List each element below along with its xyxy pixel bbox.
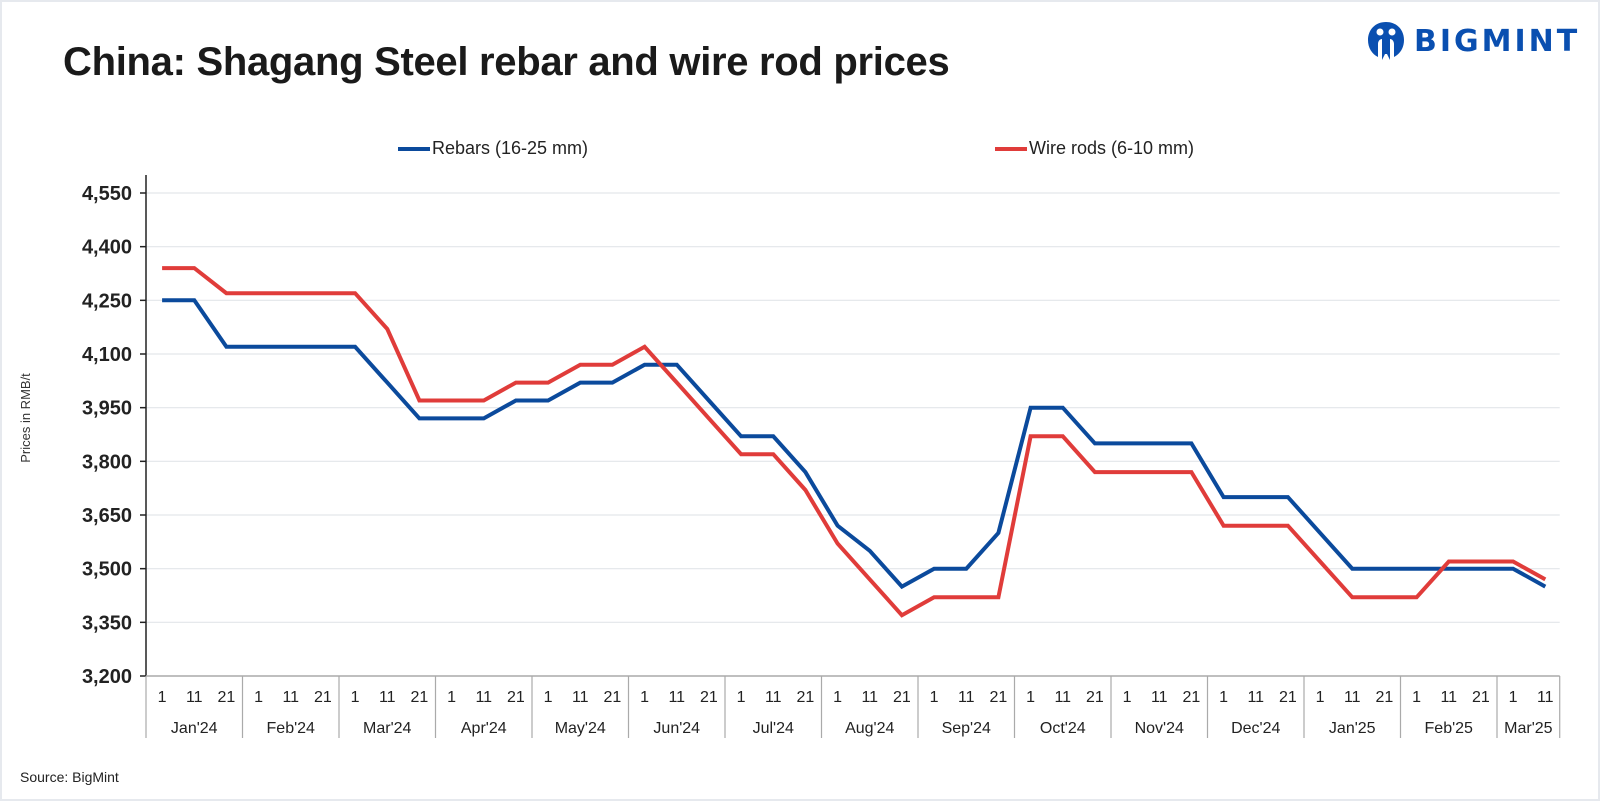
- x-tick-label: 11: [186, 689, 203, 706]
- month-label: Aug'24: [845, 720, 894, 737]
- bigmint-logo-icon: [1368, 22, 1404, 60]
- x-tick-label: 1: [930, 689, 939, 706]
- x-tick-label: 21: [218, 689, 236, 706]
- x-tick-label: 11: [1247, 689, 1264, 706]
- x-tick-label: 21: [507, 689, 525, 706]
- x-tick-label: 1: [640, 689, 649, 706]
- x-tick-label: 11: [1151, 689, 1168, 706]
- month-label: Nov'24: [1135, 720, 1184, 737]
- month-label: Jan'24: [171, 720, 218, 737]
- y-tick-label: 3,950: [82, 398, 132, 420]
- x-tick-label: 1: [833, 689, 842, 706]
- x-tick-label: 21: [990, 689, 1008, 706]
- x-tick-label: 21: [700, 689, 718, 706]
- x-tick-label: 21: [797, 689, 815, 706]
- bigmint-logo: BIGMINT: [1366, 20, 1580, 62]
- bigmint-logo-text: BIGMINT: [1414, 23, 1581, 59]
- x-tick-label: 11: [1344, 689, 1361, 706]
- legend-label-rebars: Rebars (16-25 mm): [432, 138, 589, 158]
- y-tick-label: 3,350: [82, 612, 132, 634]
- month-label: Dec'24: [1231, 720, 1280, 737]
- x-tick-label: 1: [1316, 689, 1325, 706]
- x-tick-label: 11: [379, 689, 396, 706]
- y-tick-label: 4,550: [82, 183, 132, 205]
- month-label: Sep'24: [942, 720, 991, 737]
- x-tick-label: 1: [737, 689, 746, 706]
- x-tick-label: 1: [1509, 689, 1518, 706]
- month-label: Apr'24: [461, 720, 507, 737]
- x-tick-label: 11: [572, 689, 589, 706]
- x-tick-label: 1: [544, 689, 553, 706]
- wire-rods-series-line: [162, 266, 1547, 618]
- x-tick-label: 1: [1412, 689, 1421, 706]
- y-tick-label: 4,250: [82, 290, 132, 312]
- x-tick-label: 11: [668, 689, 685, 706]
- month-label: Feb'24: [267, 720, 316, 737]
- x-tick-label: 11: [282, 689, 299, 706]
- x-tick-label: 11: [958, 689, 975, 706]
- x-tick-label: 21: [314, 689, 332, 706]
- y-axis: 3,200 3,350 3,500 3,650 3,800 3,950 4,100 4,250…: [82, 175, 147, 688]
- x-tick-label: 21: [1086, 689, 1104, 706]
- x-tick-label: 1: [1123, 689, 1132, 706]
- chart-title: China: Shagang Steel rebar and wire rod …: [63, 40, 950, 84]
- month-label: Jul'24: [753, 720, 794, 737]
- y-tick-label: 4,400: [82, 237, 132, 259]
- rebars-series-line: [162, 298, 1547, 590]
- y-axis-label: Prices in RMB/t: [18, 373, 33, 463]
- x-tick-label: 1: [254, 689, 263, 706]
- x-tick-label: 21: [1472, 689, 1490, 706]
- y-tick-label: 3,500: [82, 559, 132, 581]
- y-tick-label: 3,800: [82, 451, 132, 473]
- legend-item-wire-rods[interactable]: Wire rods (6-10 mm): [995, 138, 1194, 159]
- x-tick-label: 11: [861, 689, 878, 706]
- month-label: Jun'24: [653, 720, 700, 737]
- x-tick-label: 21: [604, 689, 622, 706]
- x-tick-label: 1: [1219, 689, 1228, 706]
- x-tick-label: 11: [1440, 689, 1457, 706]
- x-tick-label: 1: [351, 689, 360, 706]
- y-tick-label: 3,200: [82, 666, 132, 688]
- x-tick-label: 1: [158, 689, 167, 706]
- source-note: Source: BigMint: [20, 769, 119, 785]
- x-tick-label: 21: [1376, 689, 1394, 706]
- x-tick-label: 1: [1026, 689, 1035, 706]
- month-label: May'24: [555, 720, 606, 737]
- month-label: Oct'24: [1040, 720, 1086, 737]
- legend-label-wire-rods: Wire rods (6-10 mm): [1029, 138, 1195, 158]
- x-tick-label: 21: [1279, 689, 1297, 706]
- legend-swatch-rebars: [398, 146, 430, 151]
- x-tick-label: 11: [765, 689, 782, 706]
- x-tick-label: 21: [1183, 689, 1201, 706]
- x-tick-label: 21: [411, 689, 429, 706]
- month-label: Mar'25: [1504, 720, 1553, 737]
- month-label: Jan'25: [1329, 720, 1376, 737]
- month-label: Mar'24: [363, 720, 412, 737]
- legend-item-rebars[interactable]: Rebars (16-25 mm): [398, 138, 588, 159]
- x-tick-label: 11: [1054, 689, 1071, 706]
- x-tick-label: 11: [1537, 689, 1554, 706]
- series-lines: [162, 266, 1547, 618]
- legend-swatch-wire-rods: [995, 146, 1027, 151]
- month-label: Feb'25: [1425, 720, 1474, 737]
- y-tick-label: 4,100: [82, 344, 132, 366]
- x-tick-label: 21: [893, 689, 911, 706]
- x-tick-label: 1: [447, 689, 456, 706]
- x-tick-label: 11: [475, 689, 492, 706]
- y-tick-label: 3,650: [82, 505, 132, 527]
